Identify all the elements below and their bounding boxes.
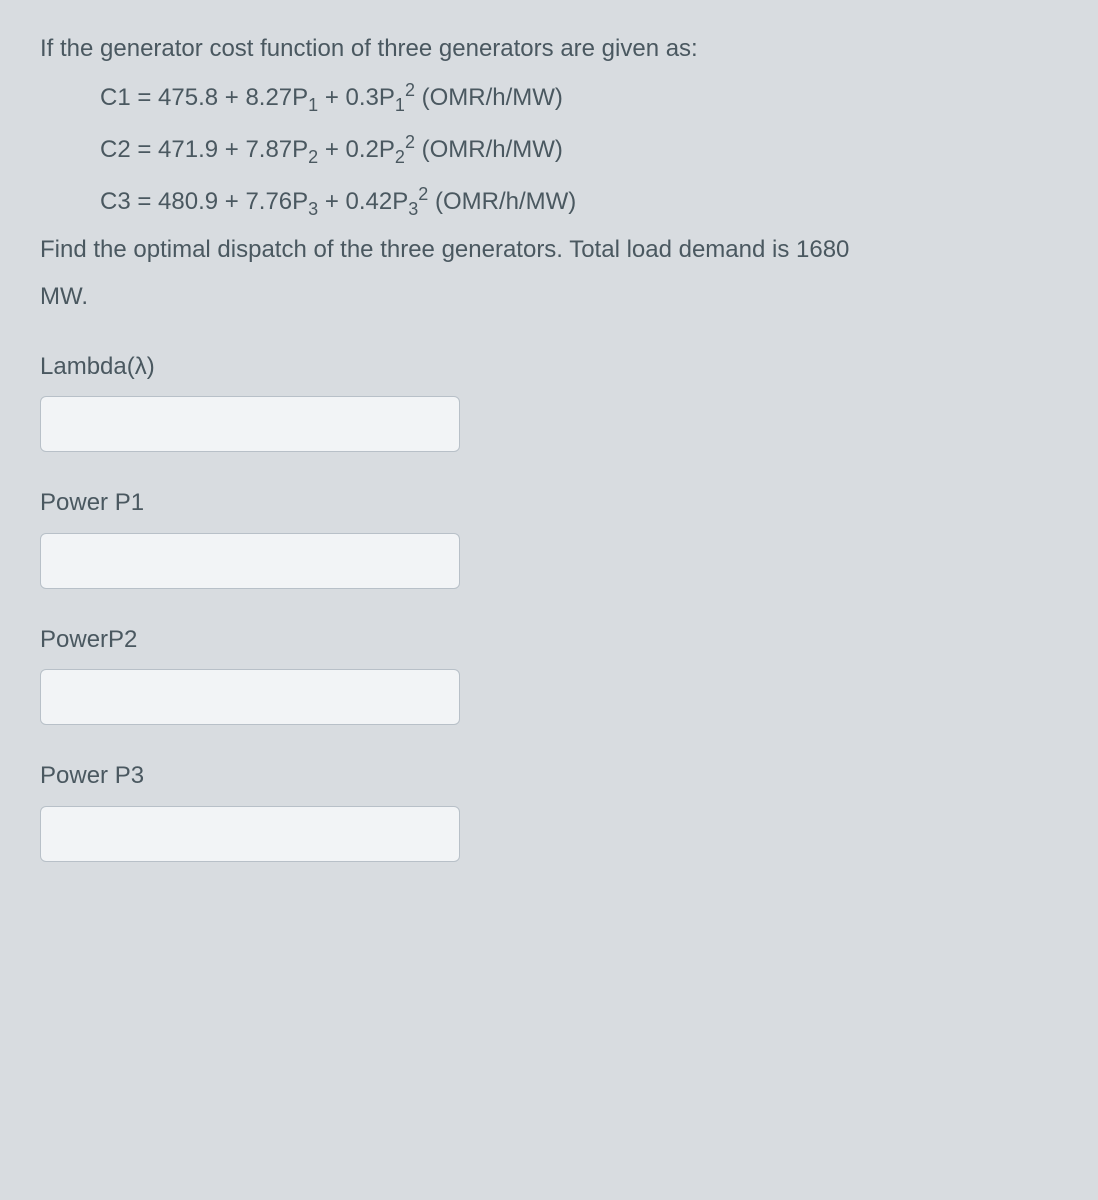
lambda-input[interactable] (40, 396, 460, 452)
p3-label: Power P3 (40, 757, 1058, 795)
field-p3: Power P3 (40, 757, 1058, 861)
p3-input[interactable] (40, 806, 460, 862)
field-p2: PowerP2 (40, 621, 1058, 725)
field-lambda: Lambda(λ) (40, 348, 1058, 452)
p1-input[interactable] (40, 533, 460, 589)
p2-label: PowerP2 (40, 621, 1058, 659)
prompt-line-2: MW. (40, 278, 1058, 316)
prompt-line-1: Find the optimal dispatch of the three g… (40, 231, 1058, 269)
p1-label: Power P1 (40, 484, 1058, 522)
lambda-label: Lambda(λ) (40, 348, 1058, 386)
question-block: If the generator cost function of three … (40, 30, 1058, 316)
question-intro: If the generator cost function of three … (40, 30, 1058, 68)
field-p1: Power P1 (40, 484, 1058, 588)
cost-function-3: C3 = 480.9 + 7.76P3 + 0.42P32 (OMR/h/MW) (40, 180, 1058, 224)
cost-function-1: C1 = 475.8 + 8.27P1 + 0.3P12 (OMR/h/MW) (40, 76, 1058, 120)
p2-input[interactable] (40, 669, 460, 725)
cost-function-2: C2 = 471.9 + 7.87P2 + 0.2P22 (OMR/h/MW) (40, 128, 1058, 172)
